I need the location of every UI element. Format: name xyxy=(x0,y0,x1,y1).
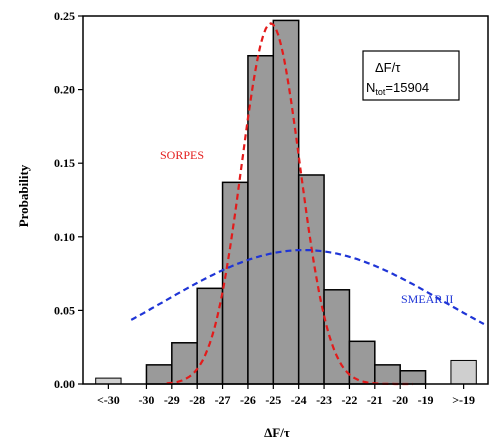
x-tick-label: -27 xyxy=(215,393,231,407)
x-tick-label: -25 xyxy=(265,393,281,407)
x-axis-title: ΔF/τ xyxy=(264,425,290,440)
x-tick-label: -28 xyxy=(189,393,205,407)
outlier-bar xyxy=(96,378,121,384)
sorpes-label: SORPES xyxy=(160,148,204,162)
x-tick-label: -23 xyxy=(316,393,332,407)
x-tick-label: -24 xyxy=(291,393,307,407)
histogram-bar xyxy=(349,341,374,384)
n-symbol: N xyxy=(366,80,375,95)
y-tick-label: 0.05 xyxy=(54,303,75,317)
x-axis: <-30 -30 -29 -28 -27 -26 -25 -24 -23 -22 -21 -20 -19… xyxy=(97,384,475,407)
legend-box-title: ΔF/τ xyxy=(375,60,401,75)
y-tick-label: 0.10 xyxy=(54,230,75,244)
x-tick-label: -26 xyxy=(240,393,256,407)
y-axis-title: Probability xyxy=(16,164,31,227)
y-axis: 0.00 0.05 0.10 0.15 0.20 0.25 xyxy=(54,9,83,391)
x-tick-label: <-30 xyxy=(97,393,120,407)
x-tick-label: -20 xyxy=(392,393,408,407)
x-tick-label: -29 xyxy=(164,393,180,407)
histogram-bar xyxy=(146,365,171,384)
y-tick-label: 0.20 xyxy=(54,83,75,97)
x-tick-label: -30 xyxy=(138,393,154,407)
y-tick-label: 0.15 xyxy=(54,156,75,170)
x-tick-label: -21 xyxy=(367,393,383,407)
y-tick-label: 0.00 xyxy=(54,377,75,391)
histogram-bar xyxy=(273,20,298,384)
legend-box: ΔF/τ Ntot=15904 xyxy=(363,51,459,100)
histogram-bar xyxy=(172,343,197,384)
outlier-bar xyxy=(451,360,476,384)
y-tick-label: 0.25 xyxy=(54,9,75,23)
histogram-bar xyxy=(248,56,273,384)
x-tick-label: -19 xyxy=(418,393,434,407)
x-tick-label: >-19 xyxy=(452,393,475,407)
n-value: =15904 xyxy=(385,80,429,95)
x-tick-label: -22 xyxy=(341,393,357,407)
smear-label: SMEAR II xyxy=(401,292,453,306)
histogram-bar xyxy=(375,365,400,384)
histogram-bar xyxy=(299,175,324,384)
n-subscript: tot xyxy=(375,87,386,97)
histogram-bar xyxy=(400,371,425,384)
histogram-bar xyxy=(197,288,222,384)
histogram-bar xyxy=(324,290,349,384)
histogram-bar xyxy=(223,182,248,384)
